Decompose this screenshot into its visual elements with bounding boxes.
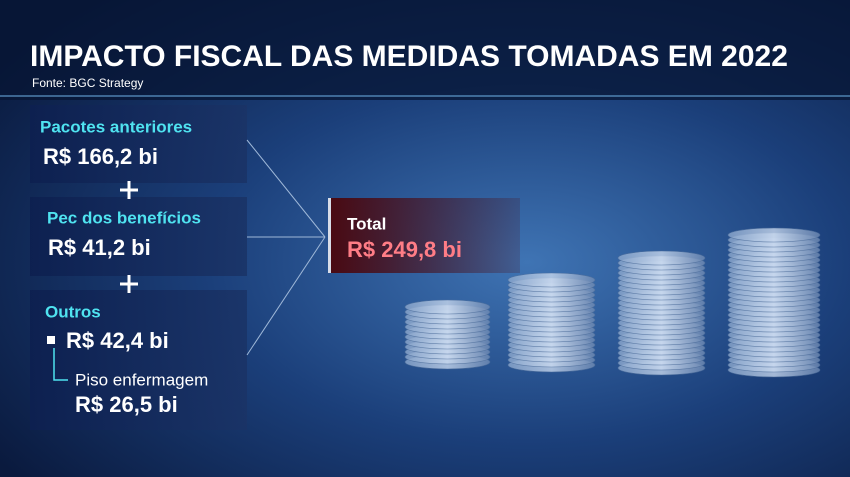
item-value: R$ 166,2 bi	[43, 144, 158, 169]
item-label: Outros	[45, 302, 101, 321]
title: IMPACTO FISCAL DAS MEDIDAS TOMADAS EM 20…	[30, 40, 788, 73]
coin-stacks	[404, 227, 821, 378]
coin	[727, 227, 821, 243]
total-box	[330, 198, 520, 273]
total-label: Total	[347, 214, 386, 233]
item-label: Pacotes anteriores	[40, 117, 192, 136]
sub-label: Piso enfermagem	[75, 370, 208, 389]
bullet	[47, 336, 55, 344]
sub-value: R$ 26,5 bi	[75, 392, 178, 417]
item-value: R$ 42,4 bi	[66, 328, 169, 353]
item-box	[30, 105, 247, 183]
coin	[507, 272, 596, 288]
source: Fonte: BGC Strategy	[32, 76, 143, 90]
total-accent	[328, 198, 331, 273]
item-label: Pec dos benefícios	[47, 208, 201, 227]
item-value: R$ 41,2 bi	[48, 235, 151, 260]
converging-lines	[246, 139, 326, 356]
plus-signs	[120, 181, 138, 293]
coin	[617, 250, 706, 266]
coin	[404, 299, 491, 315]
item-box	[30, 290, 247, 430]
item-box	[30, 197, 247, 276]
connector	[53, 348, 68, 381]
header-band	[0, 0, 850, 100]
total-value: R$ 249,8 bi	[347, 237, 462, 262]
